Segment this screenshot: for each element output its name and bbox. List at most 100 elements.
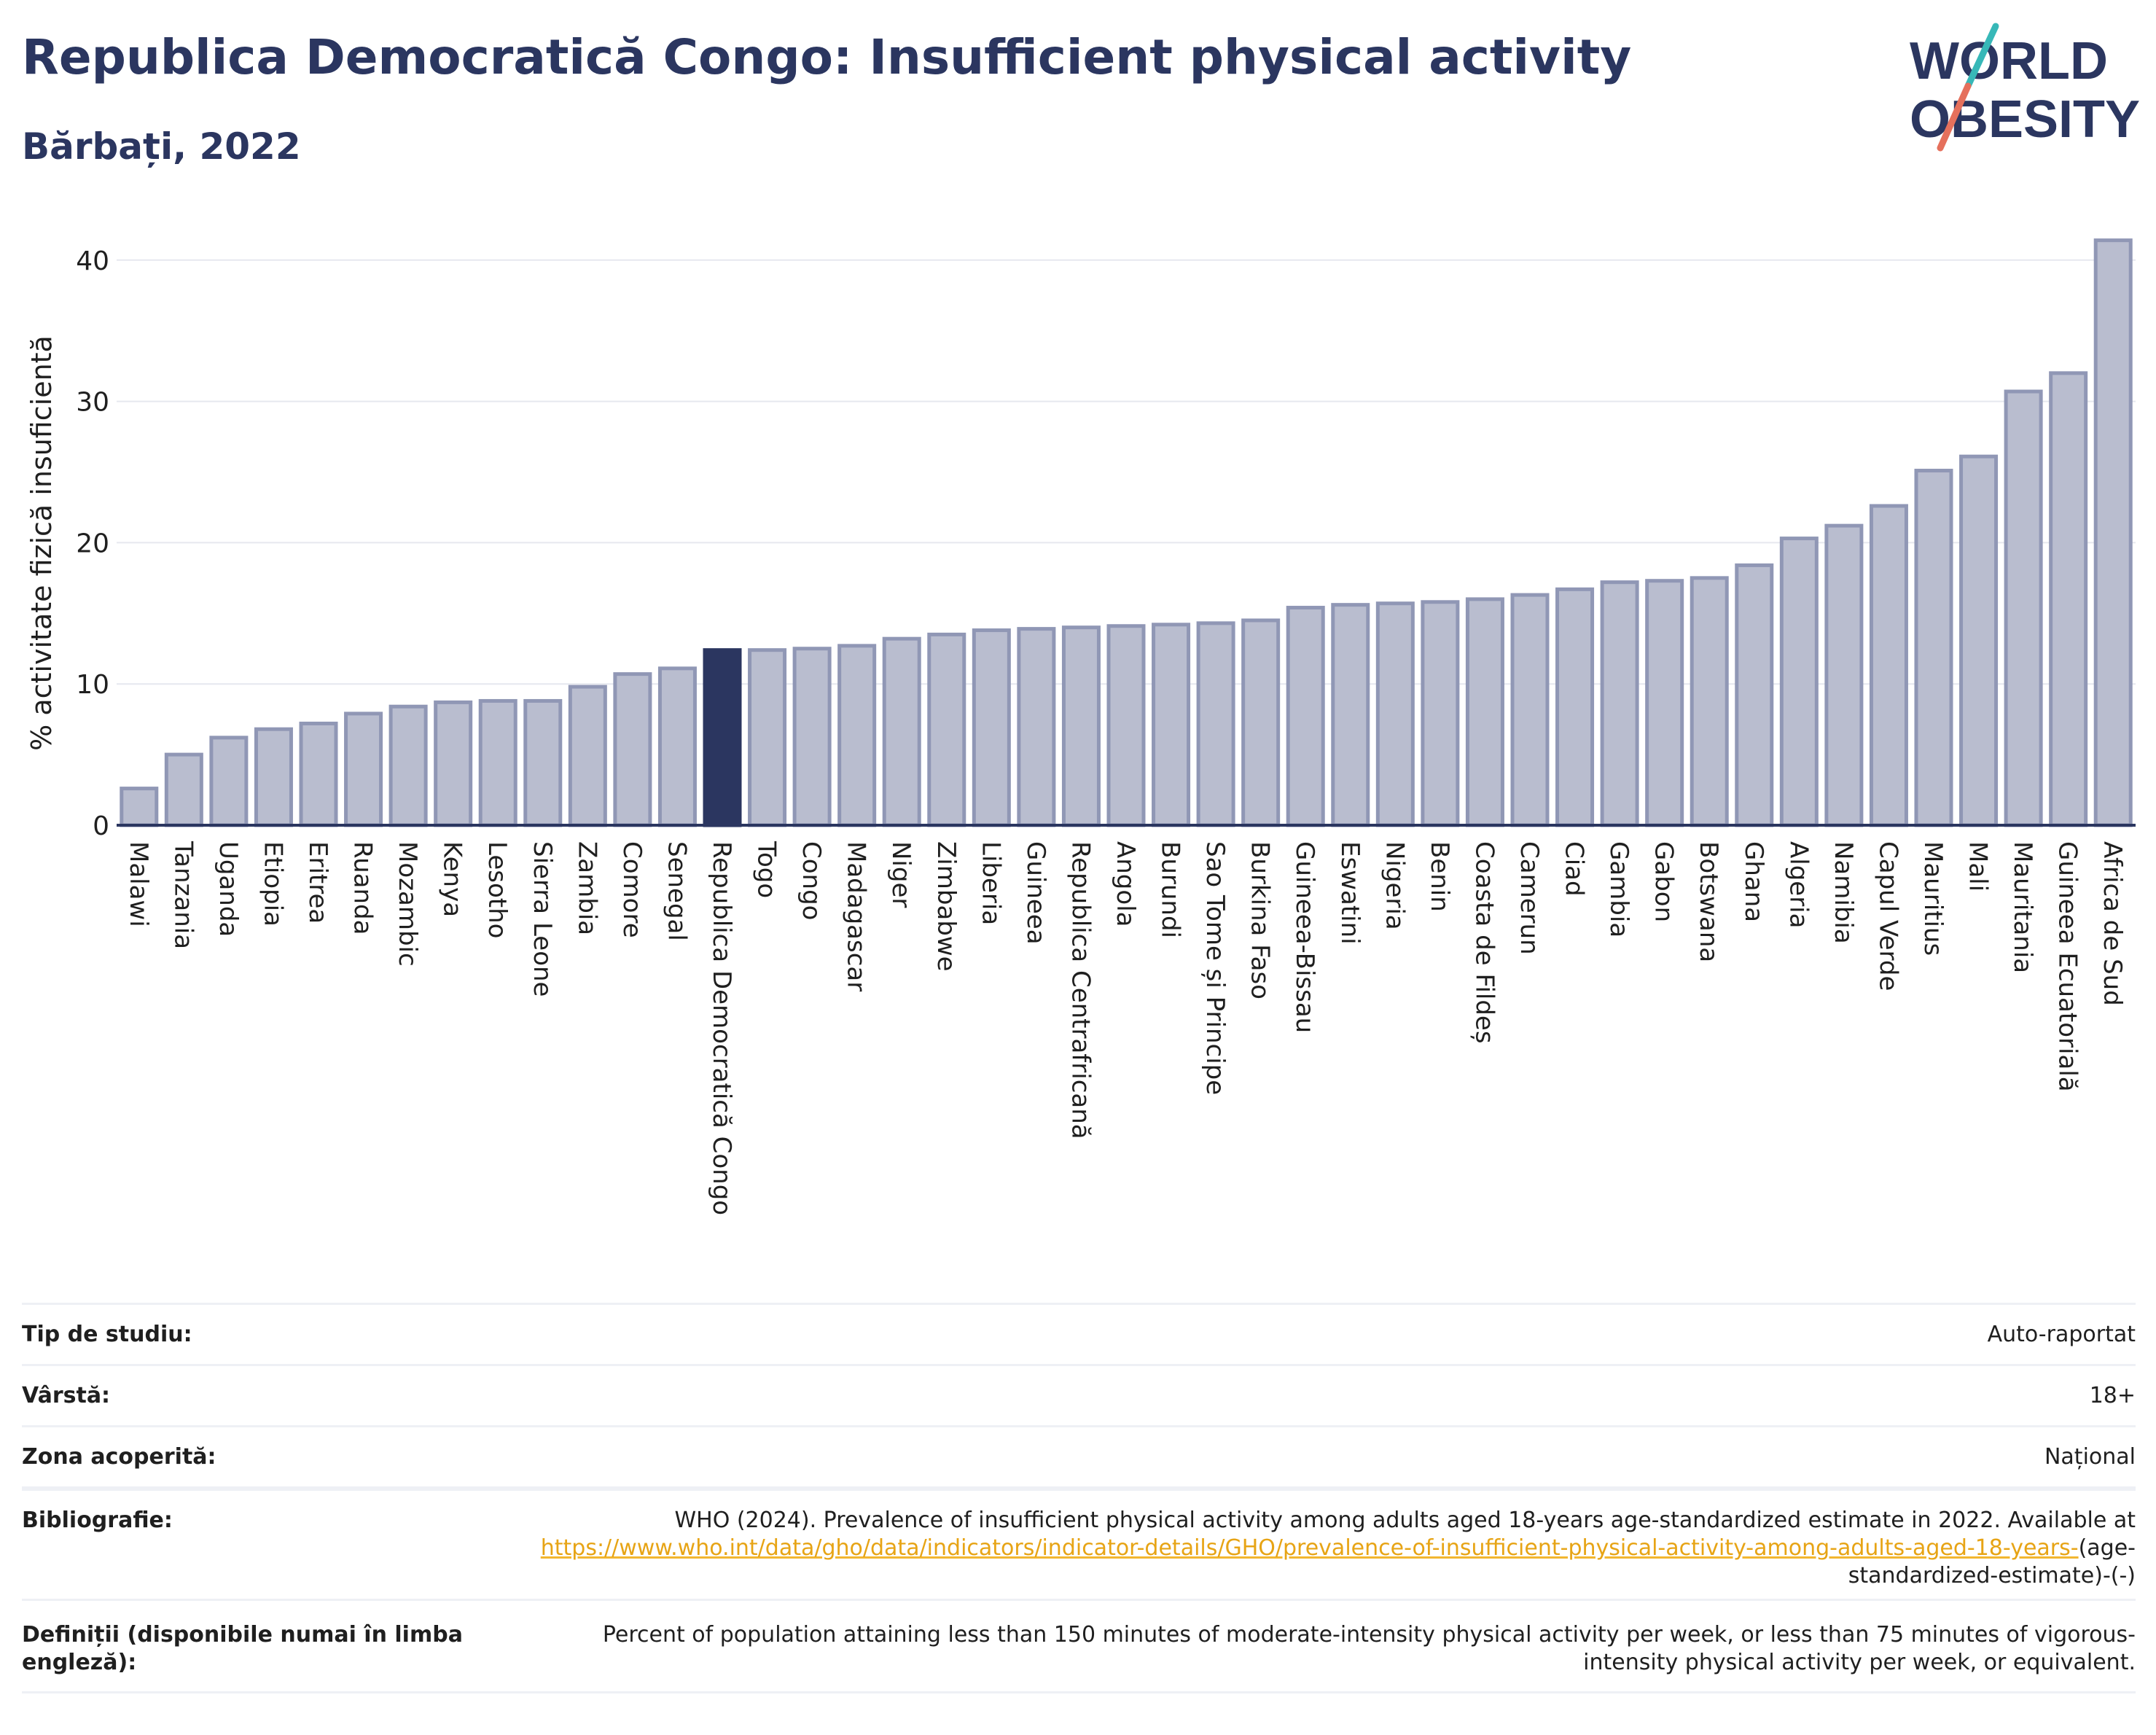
bar-togo[interactable] bbox=[748, 648, 787, 827]
info-row-bibliography: Bibliografie: WHO (2024). Prevalence of … bbox=[22, 1489, 2136, 1599]
info-value: Auto-raportat bbox=[1987, 1322, 2136, 1347]
x-tick-label: Comore bbox=[617, 841, 647, 938]
bar-coasta-de-fildeș[interactable] bbox=[1465, 597, 1504, 827]
x-tick-label: Uganda bbox=[214, 841, 243, 937]
info-label: Bibliografie: bbox=[22, 1508, 173, 1533]
x-tick-label: Mauritius bbox=[1918, 841, 1948, 956]
info-row-definitions: Definiții (disponibile numai în limba en… bbox=[22, 1599, 2136, 1693]
bar-mauritania[interactable] bbox=[2004, 389, 2043, 827]
bar-burundi[interactable] bbox=[1152, 623, 1191, 827]
x-tick-label: Ghana bbox=[1739, 841, 1768, 922]
bar-comore[interactable] bbox=[613, 672, 652, 827]
info-row: Zona acoperită: Național bbox=[22, 1425, 2136, 1489]
x-tick-label: Benin bbox=[1425, 841, 1454, 912]
x-tick-label: Tanzania bbox=[168, 841, 198, 949]
bar-kenya[interactable] bbox=[434, 700, 473, 827]
bar-algeria[interactable] bbox=[1779, 537, 1819, 827]
x-tick-label: Republica Democratică Congo bbox=[707, 841, 736, 1215]
bar-namibia[interactable] bbox=[1824, 523, 1864, 827]
bar-ruanda[interactable] bbox=[344, 711, 383, 827]
bar-senegal[interactable] bbox=[657, 666, 697, 827]
bar-zambia[interactable] bbox=[568, 685, 607, 827]
bar-mauritius[interactable] bbox=[1914, 469, 1953, 827]
x-tick-label: Togo bbox=[752, 841, 781, 898]
bar-zimbabwe[interactable] bbox=[927, 632, 966, 827]
bibliography-value: WHO (2024). Prevalence of insufficient p… bbox=[488, 1507, 2136, 1590]
logo-line2: OBESITY bbox=[1910, 90, 2140, 149]
bar-guineea-ecuatorială[interactable] bbox=[2049, 371, 2088, 827]
x-tick-label: Sao Tome și Principe bbox=[1200, 841, 1230, 1095]
bar-mozambic[interactable] bbox=[388, 704, 428, 827]
bar-madagascar[interactable] bbox=[837, 644, 877, 827]
bar-republica-democratică-congo[interactable] bbox=[703, 648, 742, 827]
bar-lesotho[interactable] bbox=[478, 698, 517, 827]
bar-burkina-faso[interactable] bbox=[1241, 618, 1281, 827]
bar-benin[interactable] bbox=[1421, 600, 1460, 827]
bar-eritrea[interactable] bbox=[299, 721, 338, 827]
x-tick-label: Guineea Ecuatorială bbox=[2053, 841, 2082, 1092]
x-tick-label: Etiopia bbox=[258, 841, 287, 927]
x-tick-label: Eritrea bbox=[303, 841, 332, 924]
bar-congo[interactable] bbox=[792, 647, 832, 827]
x-tick-label: Madagascar bbox=[842, 841, 871, 991]
logo-line1: WORLD bbox=[1910, 32, 2108, 90]
bibliography-text: WHO (2024). Prevalence of insufficient p… bbox=[674, 1508, 2136, 1533]
x-tick-label: Ruanda bbox=[348, 841, 378, 935]
y-axis-label: % activitate fizică insuficientă bbox=[26, 335, 58, 751]
y-axis-ticks: 0 10 20 30 40 bbox=[76, 246, 109, 841]
x-tick-label: Namibia bbox=[1829, 841, 1858, 944]
bar-malawi[interactable] bbox=[120, 787, 159, 827]
bar-botswana[interactable] bbox=[1690, 576, 1729, 827]
bar-tanzania[interactable] bbox=[164, 752, 203, 827]
page-subtitle: Bărbați, 2022 bbox=[22, 125, 301, 168]
x-tick-label: Burkina Faso bbox=[1246, 841, 1275, 999]
info-row: Vârstă: 18+ bbox=[22, 1364, 2136, 1425]
x-tick-label: Guineea-Bissau bbox=[1290, 841, 1319, 1033]
x-tick-label: Algeria bbox=[1784, 841, 1813, 928]
bar-sao-tome-și-principe[interactable] bbox=[1196, 621, 1235, 827]
bar-guineea[interactable] bbox=[1017, 627, 1056, 827]
bar-gabon[interactable] bbox=[1645, 579, 1684, 827]
bar-uganda[interactable] bbox=[209, 736, 249, 827]
x-tick-label: Gabon bbox=[1649, 841, 1679, 922]
info-label: Zona acoperită: bbox=[22, 1444, 216, 1470]
y-tick-label: 20 bbox=[76, 529, 109, 558]
page-title: Republica Democratică Congo: Insufficien… bbox=[22, 29, 1632, 85]
logo-slash-red bbox=[1937, 82, 1972, 152]
x-tick-label: Mauritania bbox=[2008, 841, 2037, 973]
bar-angola[interactable] bbox=[1106, 624, 1146, 827]
x-tick-label: Senegal bbox=[662, 841, 691, 941]
bar-chart: 0 10 20 30 40 Malawi Tanzania Uganda Etiopia Eri… bbox=[26, 238, 2136, 1215]
bar-capul-verde[interactable] bbox=[1869, 504, 1908, 827]
x-tick-label: Kenya bbox=[438, 841, 467, 917]
bar-guineea-bissau[interactable] bbox=[1286, 606, 1325, 827]
bar-sierra-leone[interactable] bbox=[523, 698, 563, 827]
bar-mali[interactable] bbox=[1959, 454, 1999, 827]
y-tick-label: 0 bbox=[93, 811, 109, 841]
info-label: Vârstă: bbox=[22, 1383, 111, 1408]
y-tick-label: 40 bbox=[76, 246, 109, 276]
bar-ghana[interactable] bbox=[1735, 563, 1774, 827]
bar-etiopia[interactable] bbox=[254, 727, 293, 827]
bar-camerun[interactable] bbox=[1510, 593, 1550, 827]
x-tick-label: Ciad bbox=[1560, 841, 1589, 897]
world-obesity-logo: WORLD OBESITY bbox=[1910, 23, 2140, 152]
x-tick-label: Mozambic bbox=[393, 841, 422, 967]
bar-eswatini[interactable] bbox=[1331, 603, 1370, 827]
bibliography-link[interactable]: https://www.who.int/data/gho/data/indica… bbox=[540, 1535, 2079, 1561]
x-tick-label: Malawi bbox=[124, 841, 153, 927]
x-tick-label: Congo bbox=[797, 841, 826, 920]
x-tick-label: Botswana bbox=[1694, 841, 1723, 962]
bar-republica-centrafricană[interactable] bbox=[1061, 625, 1101, 827]
info-value: 18+ bbox=[2089, 1383, 2136, 1408]
bar-nigeria[interactable] bbox=[1375, 601, 1415, 827]
bar-ciad[interactable] bbox=[1555, 587, 1595, 827]
bar-gambia[interactable] bbox=[1600, 580, 1639, 827]
bar-liberia[interactable] bbox=[972, 628, 1011, 827]
x-tick-label: Lesotho bbox=[483, 841, 512, 938]
bar-niger[interactable] bbox=[882, 636, 921, 827]
x-tick-label: Guineea bbox=[1021, 841, 1050, 945]
x-tick-label: Zambia bbox=[572, 841, 601, 935]
info-label: Tip de studiu: bbox=[22, 1322, 192, 1347]
bar-africa-de-sud[interactable] bbox=[2093, 238, 2133, 827]
